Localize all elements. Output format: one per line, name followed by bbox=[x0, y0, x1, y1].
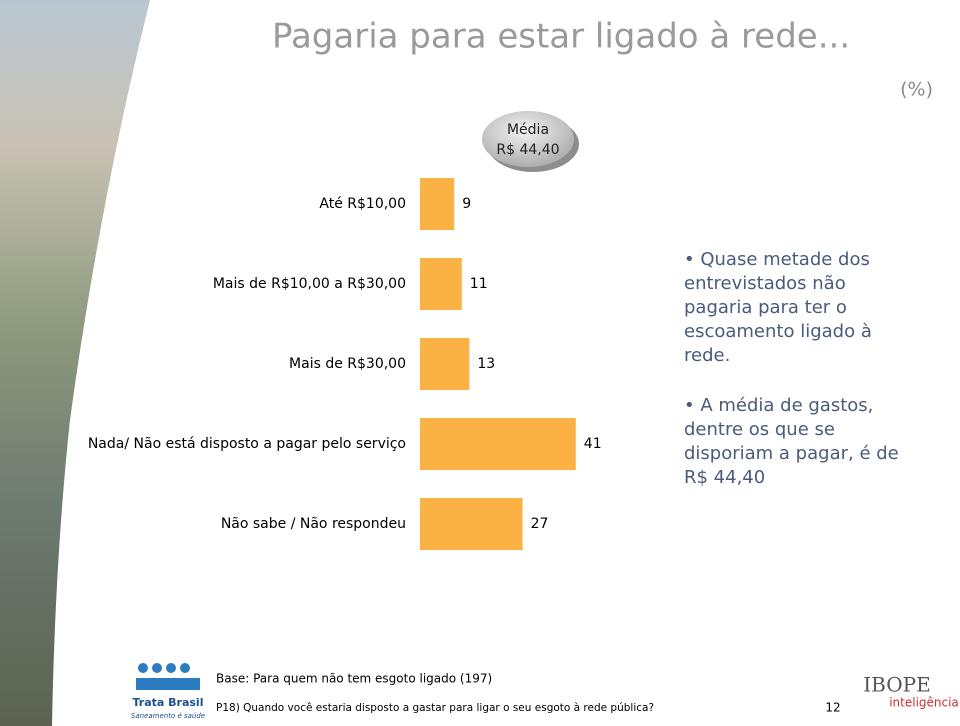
bar bbox=[420, 338, 470, 390]
value-label: 11 bbox=[470, 276, 488, 292]
badge bbox=[482, 111, 574, 167]
bullet-line: dentre os que se bbox=[684, 419, 835, 440]
value-label: 41 bbox=[584, 436, 602, 452]
logo-text: Trata Brasil bbox=[133, 696, 204, 709]
value-label: 13 bbox=[477, 356, 495, 372]
unit-label: (%) bbox=[900, 79, 933, 101]
bullet-line: R$ 44,40 bbox=[684, 467, 765, 488]
category-label: Até R$10,00 bbox=[319, 196, 406, 212]
value-label: 9 bbox=[462, 196, 471, 212]
bullet-line: rede. bbox=[684, 345, 730, 366]
bullet-line: entrevistados não bbox=[684, 273, 846, 294]
category-label: Não sabe / Não respondeu bbox=[221, 516, 406, 532]
photo-strip bbox=[0, 0, 150, 726]
bullet-line: disporiam a pagar, é de bbox=[684, 443, 899, 464]
trata-brasil-logo: Trata Brasil Saneamento é saúde bbox=[131, 663, 205, 720]
bar bbox=[420, 258, 462, 310]
bar bbox=[420, 498, 523, 550]
ibope-tagline: inteligência bbox=[889, 696, 959, 710]
bullet-line: pagaria para ter o bbox=[684, 297, 847, 318]
question-note: P18) Quando você estaria disposto a gast… bbox=[216, 702, 654, 714]
bullet-line: • Quase metade dos bbox=[684, 249, 870, 270]
bullet-line: escoamento ligado à bbox=[684, 321, 872, 342]
bar-chart: Até R$10,00 9 Mais de R$10,00 a R$30,00 11 M… bbox=[88, 178, 602, 550]
ibope-logo: IBOPE bbox=[863, 673, 930, 697]
bar bbox=[420, 178, 455, 230]
bullets: • Quase metade dos entrevistados não pagar… bbox=[684, 249, 899, 488]
bullet-line: • A média de gastos, bbox=[684, 395, 873, 416]
category-label: Nada/ Não está disposto a pagar pelo ser… bbox=[88, 436, 406, 452]
badge-label: Média bbox=[507, 122, 549, 138]
title: Pagaria para estar ligado à rede... bbox=[272, 17, 850, 57]
page-number: 12 bbox=[825, 701, 840, 715]
value-label: 27 bbox=[531, 516, 549, 532]
badge-value: R$ 44,40 bbox=[496, 142, 559, 158]
base-note: Base: Para quem não tem esgoto ligado (1… bbox=[216, 672, 492, 686]
category-label: Mais de R$10,00 a R$30,00 bbox=[213, 276, 406, 292]
bar bbox=[420, 418, 576, 470]
logo-tagline: Saneamento é saúde bbox=[131, 712, 205, 720]
category-label: Mais de R$30,00 bbox=[289, 356, 406, 372]
